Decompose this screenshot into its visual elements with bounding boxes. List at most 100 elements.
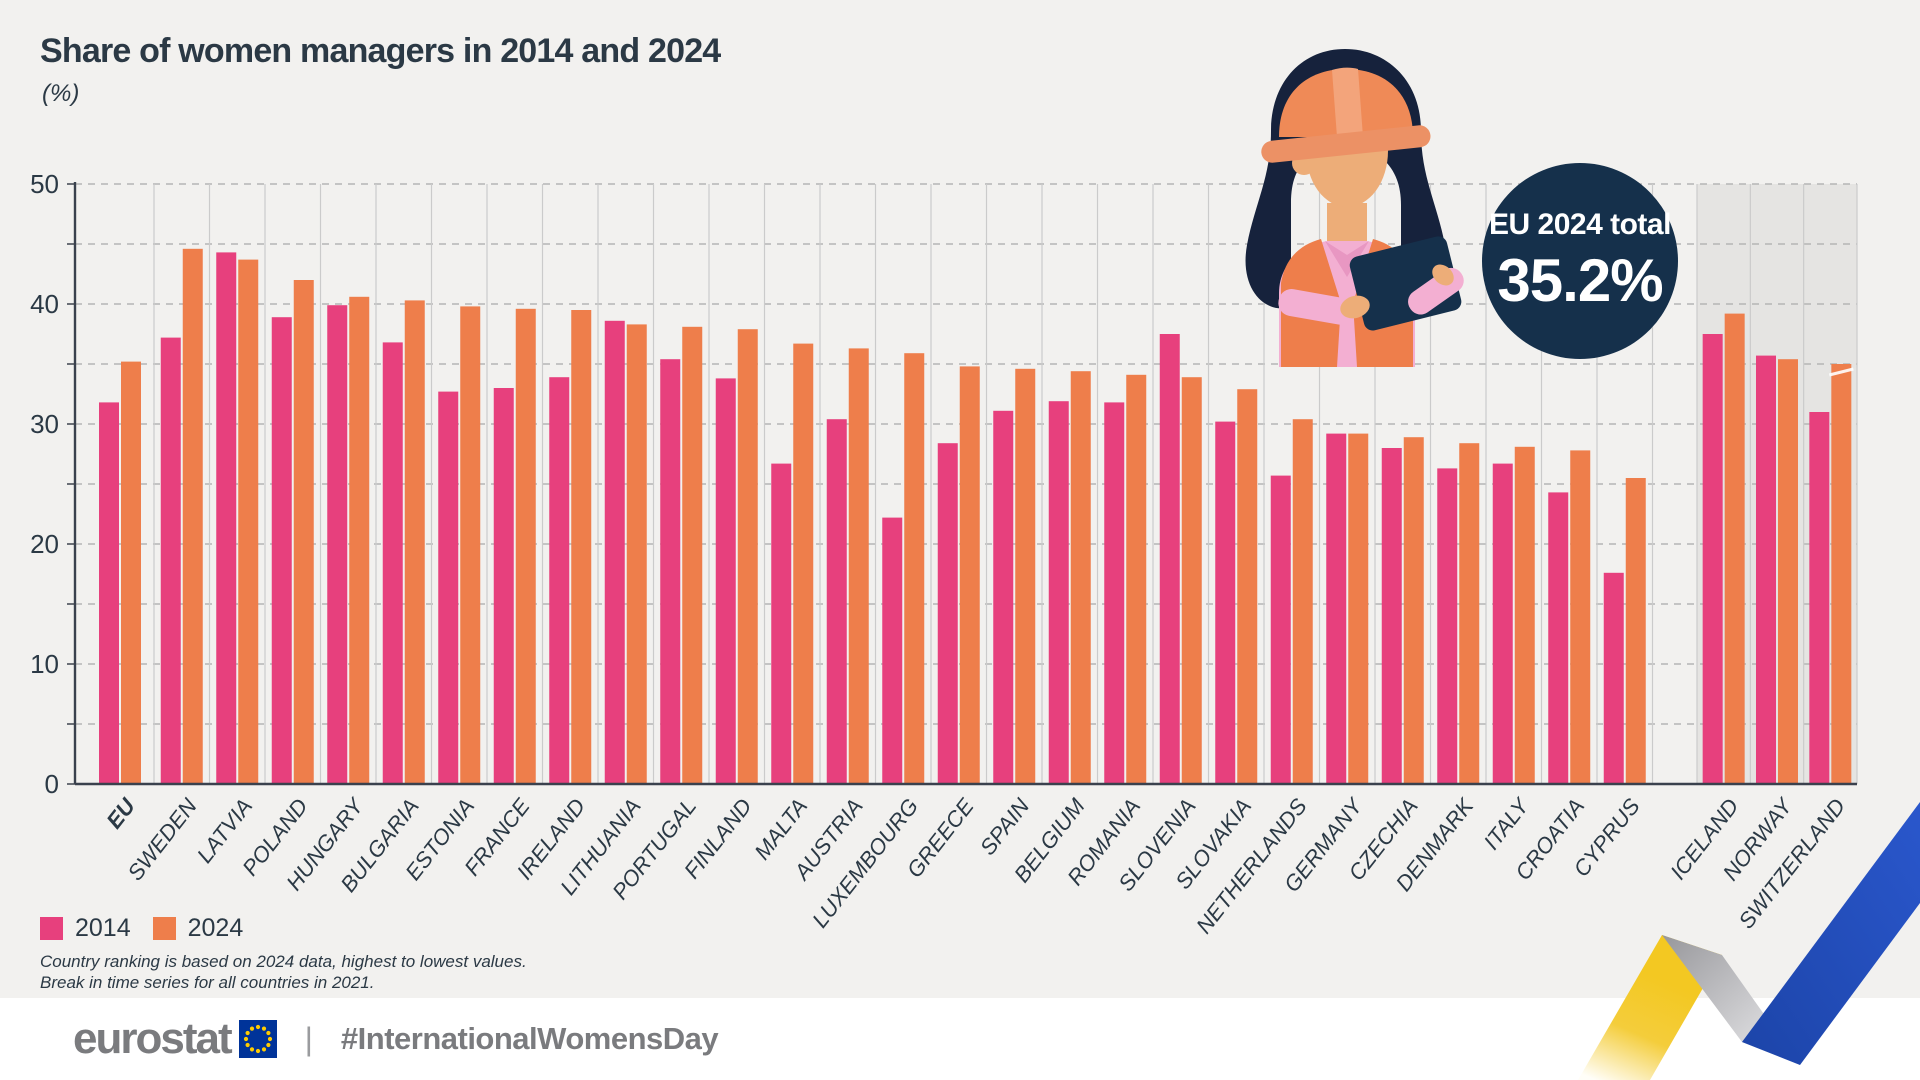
bar-2014-iceland	[1702, 334, 1723, 784]
bar-2014-italy	[1492, 463, 1513, 784]
y-tick-label-50: 50	[30, 169, 59, 199]
y-tick-label-0: 0	[45, 769, 59, 799]
bar-2024-portugal	[682, 326, 703, 784]
bar-2014-slovakia	[1215, 421, 1236, 784]
bar-2024-slovakia	[1237, 389, 1258, 784]
bar-2014-bulgaria	[382, 342, 403, 784]
bar-2014-norway	[1755, 355, 1776, 784]
footnotes: Country ranking is based on 2024 data, h…	[40, 951, 527, 993]
bar-2014-latvia	[216, 252, 237, 784]
y-tick-label-10: 10	[30, 649, 59, 679]
legend-item-2024: 2024	[152, 914, 244, 943]
woman-construction-worker-illustration	[1245, 49, 1464, 367]
bar-2024-czechia	[1403, 437, 1424, 784]
eu-total-badge: EU 2024 total 35.2%	[1482, 163, 1678, 359]
bar-2014-poland	[271, 317, 292, 784]
ribbon-blue-segment	[1742, 802, 1920, 1065]
legend-item-2014: 2014	[40, 914, 131, 943]
bar-2014-netherlands	[1270, 475, 1291, 784]
ribbon-yellow-segment	[1578, 935, 1722, 1080]
eu-flag-star	[265, 1042, 271, 1048]
eu-flag-star	[245, 1042, 250, 1048]
bar-2014-germany	[1326, 433, 1347, 784]
hashtag-international-womens-day: #InternationalWomensDay	[340, 1021, 719, 1056]
eu-flag-star	[243, 1036, 248, 1042]
bar-2014-ireland	[549, 377, 570, 784]
bar-2024-finland	[737, 329, 758, 784]
y-tick-label-20: 20	[30, 529, 59, 559]
series-break-marker	[1828, 367, 1854, 377]
bar-2024-estonia	[460, 306, 481, 784]
bar-2024-cyprus	[1625, 478, 1646, 784]
bar-2024-greece	[959, 366, 980, 784]
bar-2014-cyprus	[1603, 572, 1624, 784]
bar-2024-bulgaria	[404, 300, 425, 784]
bar-2024-belgium	[1070, 371, 1091, 784]
bar-2014-eu	[99, 402, 119, 784]
bar-2014-austria	[826, 419, 847, 784]
bar-2024-austria	[848, 348, 869, 784]
eu-total-badge-label: EU 2024 total	[1489, 207, 1671, 241]
x-label-eu: EU	[101, 793, 140, 833]
bar-2024-germany	[1348, 433, 1369, 784]
bar-2024-lithuania	[626, 324, 647, 784]
bar-2014-greece	[937, 443, 958, 784]
bar-2024-croatia	[1570, 450, 1591, 784]
legend-label-2014: 2014	[75, 914, 131, 942]
eu-flag-star	[267, 1036, 272, 1042]
eu-total-badge-value: 35.2%	[1497, 246, 1663, 314]
x-label-italy: ITALY	[1479, 793, 1535, 855]
bar-2024-norway	[1777, 359, 1798, 784]
bar-2014-spain	[993, 410, 1014, 784]
bar-2024-spain	[1015, 368, 1036, 784]
bar-2014-portugal	[660, 359, 681, 784]
eu-flag-star	[249, 1047, 254, 1052]
bar-2024-france	[515, 308, 536, 784]
eu-flag-star	[245, 1030, 250, 1036]
footer-divider: |	[304, 1020, 313, 1057]
bar-2014-malta	[771, 463, 792, 784]
helmet-ridge	[1332, 67, 1363, 137]
bar-2024-switzerland	[1831, 364, 1852, 784]
bar-2014-luxembourg	[882, 517, 903, 784]
bar-2024-malta	[793, 343, 814, 784]
bar-2024-italy	[1514, 446, 1535, 784]
chart-legend: 2014 2024	[40, 914, 243, 943]
y-tick-label-40: 40	[30, 289, 59, 319]
legend-label-2024: 2024	[187, 914, 244, 942]
bar-2024-eu	[121, 361, 141, 784]
legend-swatch-2024	[152, 917, 176, 940]
bar-2014-slovenia	[1159, 334, 1180, 784]
bar-2014-switzerland	[1809, 412, 1830, 784]
bar-2014-romania	[1104, 402, 1125, 784]
bar-2024-slovenia	[1181, 377, 1202, 784]
eu-flag-icon	[238, 1020, 277, 1058]
bar-2024-poland	[293, 280, 314, 784]
y-tick-label-30: 30	[30, 409, 59, 439]
bar-2014-lithuania	[604, 320, 625, 784]
bar-chart: 01020304050EUSWEDENLATVIAPOLANDHUNGARYBU…	[30, 169, 1858, 938]
helmet-brim	[1261, 125, 1431, 163]
eu-flag-star	[261, 1047, 266, 1052]
bar-2024-luxembourg	[904, 353, 925, 784]
collar	[1325, 241, 1369, 277]
eu-flag-star	[265, 1030, 271, 1036]
bar-2024-sweden	[182, 248, 203, 785]
bar-2014-france	[493, 388, 514, 784]
bar-2014-finland	[715, 378, 736, 784]
bar-2024-latvia	[238, 259, 259, 785]
page-subtitle: (%)	[42, 80, 80, 107]
bar-2014-denmark	[1437, 468, 1458, 784]
ribbon-decoration	[1578, 802, 1920, 1080]
bar-2024-netherlands	[1292, 419, 1313, 784]
eu-flag-star	[255, 1024, 260, 1030]
eurostat-logo: eurostat	[73, 1014, 233, 1063]
eu-flag-star	[255, 1048, 260, 1054]
bar-2014-belgium	[1048, 401, 1069, 784]
bar-2014-estonia	[438, 391, 459, 784]
bar-2014-croatia	[1548, 492, 1569, 784]
left-sleeve	[1278, 289, 1354, 325]
bar-2024-hungary	[349, 296, 370, 784]
eu-flag-star	[249, 1026, 254, 1031]
bar-2024-romania	[1126, 374, 1147, 784]
